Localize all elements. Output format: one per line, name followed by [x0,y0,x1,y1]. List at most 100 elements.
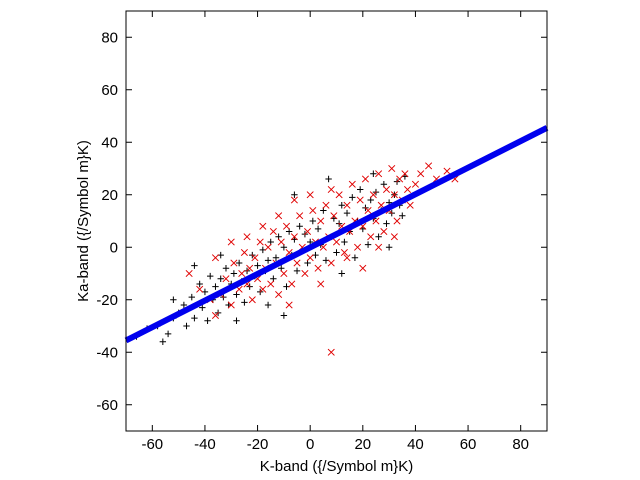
data-point-cross [256,238,264,246]
data-point-cross [317,280,325,288]
data-point-cross [364,206,372,215]
data-point-cross [317,217,325,225]
data-point-cross [259,222,267,230]
x-tick-label: 0 [306,436,314,453]
y-tick-label: 0 [110,239,118,256]
data-point-cross [243,233,251,241]
data-point-cross [248,296,256,304]
data-point-cross [340,248,348,257]
data-point-plus [349,194,356,201]
data-point-plus [338,270,345,277]
data-point-cross [388,164,396,173]
data-point-plus [170,296,177,303]
data-point-plus [207,272,214,280]
data-point-plus [375,233,382,240]
data-point-cross [196,285,204,293]
data-point-cross [280,269,288,278]
data-point-plus [338,202,345,209]
data-point-cross [330,212,338,220]
data-point-plus [383,220,390,227]
data-point-plus [164,330,172,338]
fit-line-layer [124,125,549,344]
data-point-cross [288,280,296,288]
data-point-cross [267,280,275,288]
data-point-plus [309,217,317,225]
data-point-plus [399,212,406,219]
data-point-plus [356,186,364,193]
data-point-cross [306,191,314,199]
data-point-cross [390,233,398,241]
data-point-cross [275,212,283,220]
data-point-cross [359,264,367,272]
data-point-cross [393,217,401,225]
data-point-cross [293,259,301,267]
y-tick-label: -20 [96,292,118,309]
data-point-cross [327,259,335,267]
x-axis-label: K-band ({/Symbol m}K) [260,458,413,475]
data-point-cross [343,254,351,262]
fit-line [124,125,549,344]
data-point-cross [306,254,314,262]
data-point-cross [417,170,425,178]
data-point-plus [385,244,393,251]
data-point-plus [333,249,340,256]
data-point-plus [183,322,190,330]
data-point-plus [272,254,280,261]
data-point-cross [443,167,451,175]
data-point-plus [364,241,372,248]
data-point-plus [264,301,272,309]
data-point-cross [259,285,267,293]
data-point-cross [238,269,246,278]
x-tick-label: -40 [194,436,216,453]
data-point-plus [293,267,301,275]
data-point-cross [322,201,330,209]
data-point-cross [185,269,193,278]
y-tick-label: 80 [101,29,118,46]
data-point-cross [309,206,317,215]
x-tick-label: -20 [247,436,269,453]
data-point-cross [353,243,362,251]
data-point-cross [403,185,412,194]
data-point-plus [204,317,211,324]
data-point-cross [314,264,322,272]
x-tick-label: 80 [512,436,529,453]
data-point-cross [227,238,235,246]
data-point-cross [372,217,380,225]
data-point-cross [382,185,391,194]
data-point-cross [406,201,414,209]
y-tick-label: 60 [101,82,118,99]
data-point-plus [230,270,238,277]
data-point-cross [211,311,220,320]
data-point-plus [217,275,224,282]
data-point-cross [348,180,356,188]
data-point-cross [301,269,309,278]
data-point-cross [411,180,419,188]
data-point-cross [211,254,220,262]
data-point-cross [269,227,277,236]
data-point-plus [296,223,303,230]
data-point-plus [188,293,195,301]
data-point-cross [425,162,433,170]
x-tick-label: -60 [141,436,163,453]
y-tick-label: 40 [101,134,118,151]
data-point-cross [296,212,304,220]
data-point-plus [370,170,377,177]
y-axis-label: Ka-band ({/Symbol m}K) [75,140,92,302]
data-point-plus [264,257,272,264]
data-point-plus [341,238,348,246]
data-point-cross [222,275,230,283]
data-point-plus [199,304,206,311]
data-point-plus [351,254,359,261]
x-tick-label: 40 [407,436,424,453]
data-point-cross [327,348,335,356]
data-point-cross [390,191,398,199]
data-point-plus [280,312,288,319]
y-axis-ticks: -60 -40 -20 0 20 40 60 80 [96,29,547,414]
data-point-cross [375,243,383,251]
data-point-plus [325,175,332,183]
data-point-plus [233,317,240,324]
data-point-plus [159,338,167,345]
data-point-cross [285,301,293,309]
data-point-cross [335,191,343,199]
